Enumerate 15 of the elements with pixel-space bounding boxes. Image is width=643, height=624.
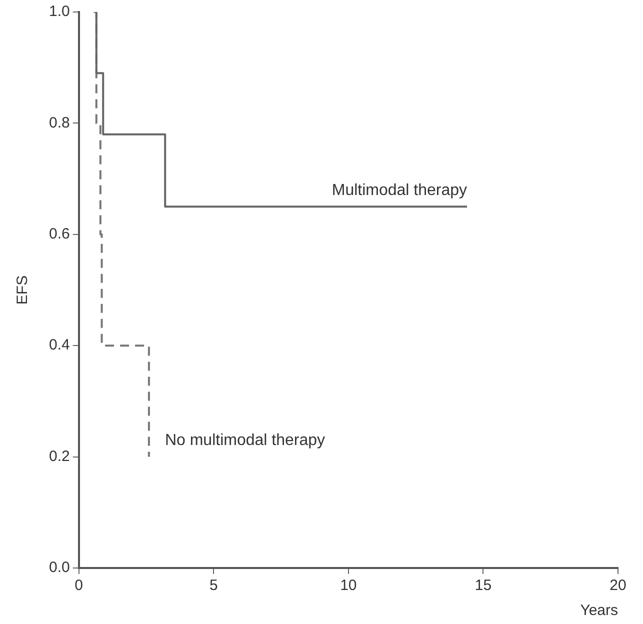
y-axis-title: EFS xyxy=(14,275,32,305)
x-axis-title: Years xyxy=(580,602,618,620)
y-tick-label: 0.4 xyxy=(48,336,70,354)
x-tick-label: 20 xyxy=(610,577,626,594)
y-tick-label: 0.2 xyxy=(48,448,70,465)
y-tick-label: 1.0 xyxy=(48,3,70,20)
y-tick-label: 0.0 xyxy=(48,559,70,576)
series-label: Multimodal therapy xyxy=(332,182,468,200)
x-tick-label: 10 xyxy=(340,577,357,594)
series-label: No multimodal therapy xyxy=(164,432,326,450)
x-tick-label: 5 xyxy=(209,577,218,594)
y-tick-label: 0.6 xyxy=(48,226,70,243)
x-tick-label: 15 xyxy=(474,577,492,594)
x-tick-label: 0 xyxy=(74,577,84,594)
y-tick-label: 0.8 xyxy=(48,114,70,132)
